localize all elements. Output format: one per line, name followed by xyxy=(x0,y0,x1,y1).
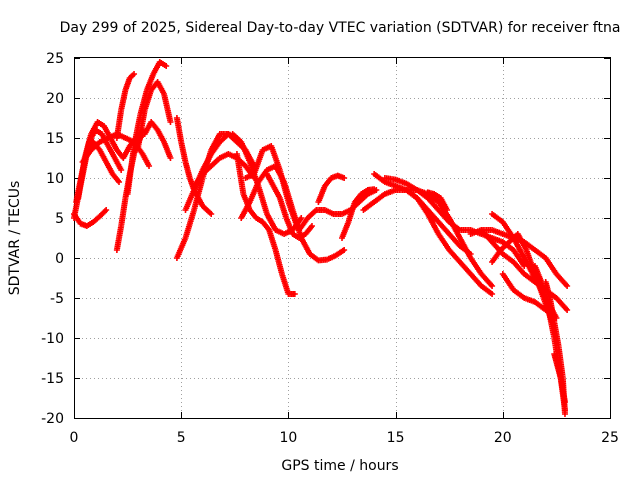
data-point xyxy=(146,163,153,169)
series-arc-27 xyxy=(424,189,451,213)
data-point xyxy=(564,307,571,313)
data-point xyxy=(118,167,125,173)
data-point xyxy=(341,247,348,253)
data-point xyxy=(489,291,496,297)
data-point xyxy=(208,211,215,217)
y-tick-label: -10 xyxy=(41,331,64,347)
y-tick-label: 20 xyxy=(46,91,64,107)
data-point xyxy=(561,411,568,417)
series-arc-7 xyxy=(113,71,138,141)
data-point xyxy=(103,207,110,213)
data-point xyxy=(564,283,571,289)
chart-title: Day 299 of 2025, Sidereal Day-to-day VTE… xyxy=(60,20,621,36)
data-point xyxy=(561,399,568,405)
data-point xyxy=(131,71,138,77)
y-tick-label: -5 xyxy=(50,291,64,307)
plot-frame xyxy=(74,57,611,419)
series-arc-10 xyxy=(141,119,174,161)
x-tick-label: 20 xyxy=(494,430,512,446)
series-arc-31 xyxy=(499,271,549,313)
series-arc-23 xyxy=(360,187,496,297)
series-arc-26 xyxy=(403,187,496,289)
y-tick-label: 10 xyxy=(46,171,64,187)
x-tick-label: 15 xyxy=(387,430,405,446)
series-arc-19 xyxy=(263,171,315,241)
data-point xyxy=(341,175,348,181)
data-point xyxy=(308,223,315,229)
series-arc-1 xyxy=(71,207,110,229)
x-tick-label: 0 xyxy=(70,430,79,446)
axis-ticks: 0 5 10 15 20 25 -20 -15 -10 -5 0 5 10 15 20 25 xyxy=(41,51,619,446)
data-marks xyxy=(71,59,571,417)
data-point xyxy=(167,119,174,125)
series-arc-32 xyxy=(489,231,556,325)
series-arc-21 xyxy=(315,172,348,205)
data-point xyxy=(163,63,170,69)
data-point xyxy=(371,186,378,193)
data-point xyxy=(167,155,174,161)
y-tick-label: 25 xyxy=(46,51,64,67)
series-arc-28 xyxy=(467,227,571,289)
y-axis-label: SDTVAR / TECUs xyxy=(7,181,23,296)
y-tick-label: -20 xyxy=(41,411,64,427)
series-arc-18 xyxy=(238,163,348,264)
data-point xyxy=(489,283,496,289)
data-point xyxy=(291,291,298,297)
data-point xyxy=(116,179,123,185)
series-arc-24 xyxy=(371,171,474,257)
data-point xyxy=(298,215,305,221)
data-point xyxy=(444,207,451,213)
series-arc-15 xyxy=(233,151,298,297)
x-tick-label: 5 xyxy=(177,430,186,446)
y-tick-label: 5 xyxy=(55,211,64,227)
x-axis-label: GPS time / hours xyxy=(281,458,398,474)
y-tick-label: 15 xyxy=(46,131,64,147)
y-tick-label: 0 xyxy=(55,251,64,267)
x-tick-label: 10 xyxy=(279,430,297,446)
series-arc-35 xyxy=(551,351,568,405)
y-tick-label: -15 xyxy=(41,371,64,387)
x-tick-label: 25 xyxy=(601,430,619,446)
series-arc-22 xyxy=(339,186,378,241)
series-arc-9 xyxy=(135,79,174,149)
